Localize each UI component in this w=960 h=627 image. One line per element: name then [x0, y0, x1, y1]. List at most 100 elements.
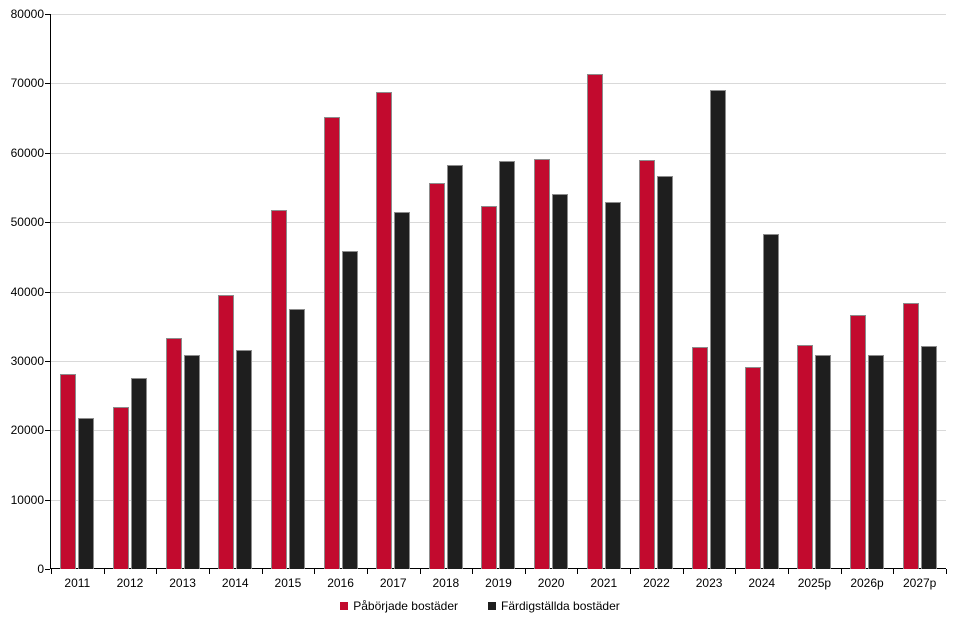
gridline [51, 83, 946, 85]
legend-label: Påbörjade bostäder [353, 599, 458, 613]
y-axis-tick [45, 430, 50, 432]
bar-started [112, 407, 129, 569]
x-axis-tick [103, 569, 105, 574]
y-axis-tick [45, 360, 50, 362]
bar-completed [552, 194, 569, 569]
legend-item: Färdigställda bostäder [488, 599, 620, 613]
y-axis-tick [45, 14, 50, 15]
y-axis-label: 20000 [10, 423, 44, 438]
x-axis-label: 2018 [432, 576, 460, 590]
bar-started [481, 206, 498, 569]
x-axis-label: 2016 [327, 576, 354, 590]
bar-completed [341, 251, 358, 569]
x-axis-label: 2027p [902, 576, 937, 590]
y-axis-tick [45, 222, 50, 224]
x-axis-label: 2021 [590, 576, 618, 590]
x-axis-label: 2024 [748, 576, 776, 590]
x-axis-label: 2025p [797, 576, 832, 590]
x-axis-label: 2012 [116, 576, 144, 590]
bar-group [156, 14, 209, 569]
bar-group [788, 14, 841, 569]
gridline [51, 291, 946, 293]
bar-started [744, 367, 761, 569]
bar-completed [815, 355, 832, 569]
bar-started [270, 210, 287, 569]
bar-group [683, 14, 736, 569]
bar-group [577, 14, 630, 569]
x-axis-tick [946, 569, 947, 574]
bar-completed [236, 350, 253, 569]
gridline [51, 499, 946, 501]
legend-label: Färdigställda bostäder [501, 599, 620, 613]
legend-item: Påbörjade bostäder [340, 599, 458, 613]
bar-completed [78, 418, 95, 569]
bar-started [428, 183, 445, 569]
x-axis-tick [208, 569, 210, 574]
bar-started [218, 295, 235, 569]
y-axis-tick [45, 83, 50, 85]
bar-group [893, 14, 946, 569]
bar-completed [868, 355, 885, 569]
bar-started [376, 92, 393, 569]
y-axis-label: 60000 [10, 145, 44, 160]
bar-completed [657, 176, 674, 569]
bar-completed [183, 355, 200, 569]
x-axis-label: 2023 [695, 576, 723, 590]
x-axis-tick [472, 569, 474, 574]
bar-completed [394, 212, 411, 569]
bar-started [586, 74, 603, 569]
y-axis-label: 50000 [10, 215, 44, 230]
bar-group [51, 14, 104, 569]
bar-completed [920, 346, 937, 569]
y-axis-tick [45, 291, 50, 293]
y-axis-label: 0 [37, 562, 44, 576]
bar-started [534, 159, 551, 569]
y-axis-tick [45, 152, 50, 154]
bar-started [323, 117, 340, 569]
bar-started [797, 345, 814, 569]
gridline [51, 360, 946, 362]
legend: Påbörjade bostäder Färdigställda bostäder [0, 599, 960, 613]
x-axis-label: 2011 [64, 576, 91, 590]
x-axis-tick [51, 569, 52, 574]
x-axis-tick [840, 569, 842, 574]
bar-started [60, 374, 77, 569]
bar-started [902, 303, 919, 569]
bar-group [262, 14, 315, 569]
x-axis-tick [735, 569, 737, 574]
x-axis-line [50, 568, 946, 569]
x-axis-tick [893, 569, 895, 574]
bar-group [735, 14, 788, 569]
gridline [51, 14, 946, 15]
bar-completed [499, 161, 516, 569]
x-axis-tick [314, 569, 316, 574]
x-axis-label: 2014 [221, 576, 249, 590]
x-axis-label: 2022 [643, 576, 670, 590]
x-axis-tick [788, 569, 790, 574]
x-axis-tick [630, 569, 632, 574]
bar-started [165, 338, 182, 569]
y-axis-label: 30000 [10, 353, 44, 368]
bar-group [367, 14, 420, 569]
bar-completed [130, 378, 147, 569]
gridline [51, 152, 946, 154]
bar-group [209, 14, 262, 569]
x-axis-tick [577, 569, 579, 574]
bar-completed [710, 90, 727, 569]
bar-completed [762, 234, 779, 569]
bar-started [639, 160, 656, 569]
y-axis-label: 10000 [10, 492, 44, 507]
x-axis-tick [366, 569, 368, 574]
bar-group [841, 14, 894, 569]
bar-group [420, 14, 473, 569]
plot-area [51, 14, 946, 569]
bar-group [525, 14, 578, 569]
gridline [51, 430, 946, 432]
bar-completed [604, 202, 621, 569]
y-axis-label: 70000 [10, 76, 44, 91]
x-axis-label: 2015 [274, 576, 302, 590]
x-axis-label: 2019 [485, 576, 512, 590]
bar-completed [288, 309, 305, 569]
legend-swatch [340, 602, 349, 610]
